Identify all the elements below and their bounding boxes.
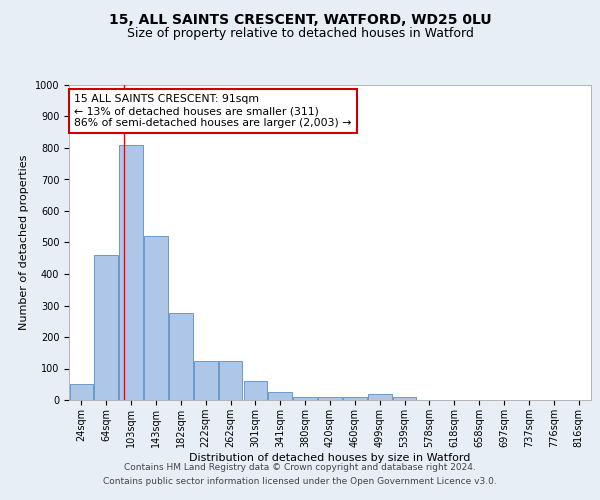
Bar [268, 392, 292, 400]
Text: 15, ALL SAINTS CRESCENT, WATFORD, WD25 0LU: 15, ALL SAINTS CRESCENT, WATFORD, WD25 0… [109, 12, 491, 26]
Bar [244, 381, 267, 400]
Bar [368, 394, 392, 400]
Bar [343, 397, 367, 400]
Text: 15 ALL SAINTS CRESCENT: 91sqm
← 13% of detached houses are smaller (311)
86% of : 15 ALL SAINTS CRESCENT: 91sqm ← 13% of d… [74, 94, 352, 128]
X-axis label: Distribution of detached houses by size in Watford: Distribution of detached houses by size … [190, 452, 470, 462]
Bar [70, 384, 93, 400]
Text: Size of property relative to detached houses in Watford: Size of property relative to detached ho… [127, 28, 473, 40]
Bar [293, 397, 317, 400]
Bar [144, 236, 168, 400]
Bar [169, 314, 193, 400]
Text: Contains public sector information licensed under the Open Government Licence v3: Contains public sector information licen… [103, 477, 497, 486]
Y-axis label: Number of detached properties: Number of detached properties [19, 155, 29, 330]
Bar [318, 397, 342, 400]
Bar [94, 255, 118, 400]
Text: Contains HM Land Registry data © Crown copyright and database right 2024.: Contains HM Land Registry data © Crown c… [124, 464, 476, 472]
Bar [393, 397, 416, 400]
Bar [194, 360, 218, 400]
Bar [119, 145, 143, 400]
Bar [219, 360, 242, 400]
